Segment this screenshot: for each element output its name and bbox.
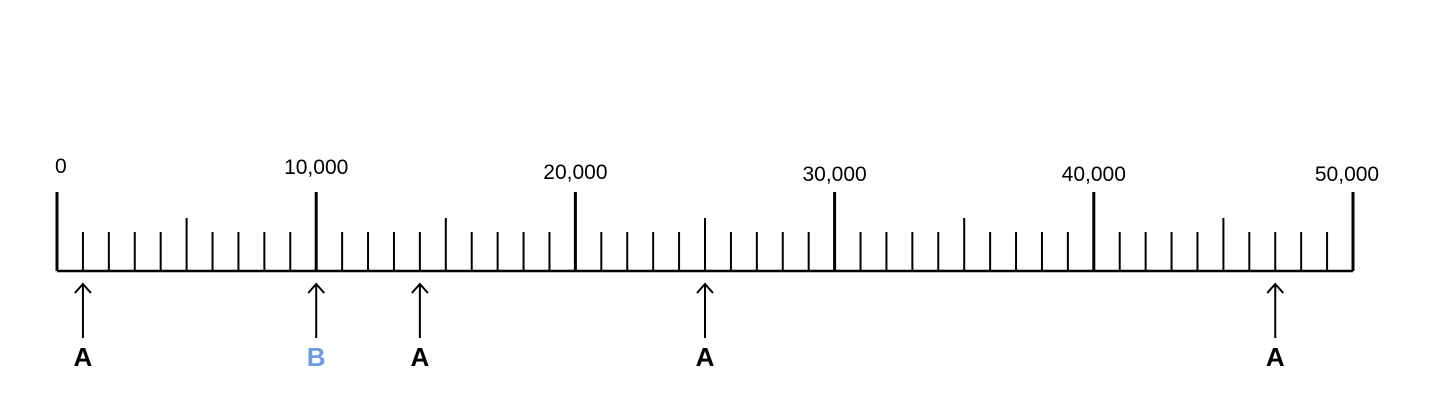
marker-a: A bbox=[696, 282, 715, 372]
marker-a: A bbox=[1266, 282, 1285, 372]
arrow-head-icon bbox=[696, 282, 714, 294]
marker-a: A bbox=[74, 282, 93, 372]
major-tick-label: 40,000 bbox=[1062, 163, 1126, 186]
major-tick-label: 50,000 bbox=[1315, 163, 1379, 186]
arrow-head-icon bbox=[1266, 282, 1284, 294]
major-tick-label: 0 bbox=[55, 155, 67, 178]
arrow-head-icon bbox=[307, 282, 325, 294]
marker-letter: A bbox=[1266, 342, 1285, 372]
marker-b: B bbox=[307, 282, 326, 372]
marker-letter: A bbox=[74, 342, 93, 372]
marker-letter: A bbox=[696, 342, 715, 372]
marker-letter: B bbox=[307, 342, 326, 372]
arrow-head-icon bbox=[411, 282, 429, 294]
major-tick-label: 20,000 bbox=[543, 161, 607, 184]
major-tick-label: 30,000 bbox=[802, 163, 866, 186]
major-label-group: 0 10,000 20,000 30,000 40,000 50,000 bbox=[55, 155, 1379, 186]
major-tick-label: 10,000 bbox=[284, 156, 348, 179]
tick-group bbox=[55, 192, 1355, 271]
marker-letter: A bbox=[410, 342, 429, 372]
marker-a: A bbox=[410, 282, 429, 372]
arrow-head-icon bbox=[74, 282, 92, 294]
